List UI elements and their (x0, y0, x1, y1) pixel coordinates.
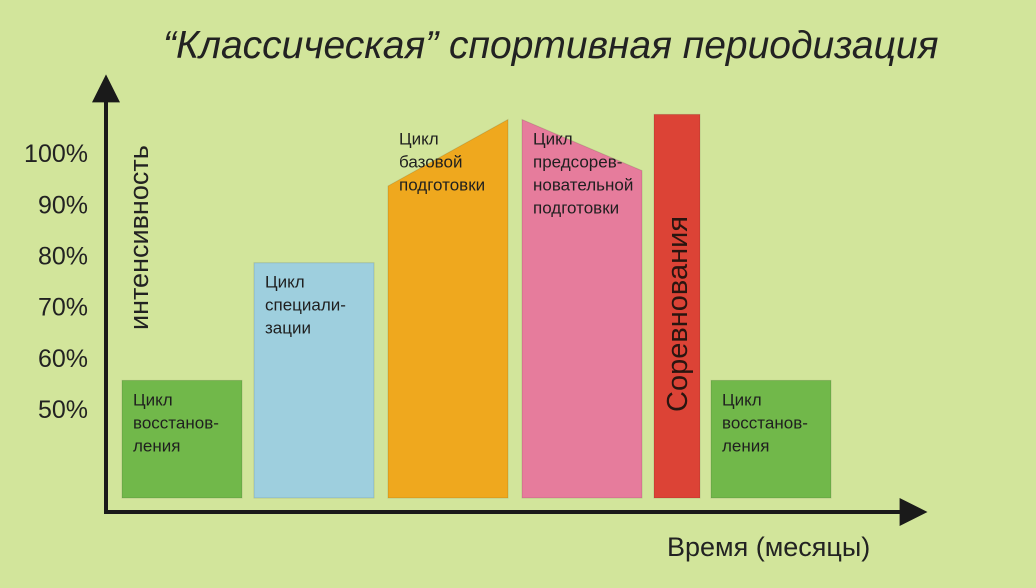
cycle-label-line: специали- (265, 296, 346, 315)
y-tick-label: 70% (38, 294, 88, 322)
cycle-label-line: подготовки (399, 175, 485, 194)
cycle-label: Соревнования (662, 216, 694, 412)
cycle-label-line: восстанов- (722, 413, 808, 432)
cycle-bar (253, 262, 375, 499)
cycle-label-line: Цикл (133, 390, 173, 409)
axes-layer (92, 74, 928, 526)
y-ticks: 100% 90% 80% 70% 60% 50% (24, 140, 88, 424)
cycle-block: Цикл базовой подготовки (387, 118, 509, 499)
y-tick-label: 80% (38, 242, 88, 270)
y-tick-label: 90% (38, 191, 88, 219)
cycle-block: Цикл специали-зации (253, 262, 375, 499)
blocks-layer: Циклвосстанов-ленияЦиклспециали-зацииЦик… (121, 113, 832, 499)
cycle-label-line: Цикл (399, 129, 439, 148)
cycle-label-line: зации (265, 319, 311, 338)
cycle-block: Цикл восстанов-ления (710, 379, 832, 499)
chart-title: “Классическая” спортивная периодизация (163, 24, 939, 67)
y-tick-label: 60% (38, 345, 88, 373)
cycle-block: Цикл предсорев-новательной подготовки (521, 118, 643, 499)
x-axis-label: Время (месяцы) (667, 532, 870, 562)
cycle-label-line: подготовки (533, 198, 619, 217)
cycle-label-line: ления (722, 436, 769, 455)
y-tick-label: 50% (38, 396, 88, 424)
cycle-block: Соревнования (653, 113, 701, 499)
cycle-label-line: базовой (399, 152, 462, 171)
cycle-bar (387, 118, 509, 499)
cycle-label-line: предсорев- (533, 152, 622, 171)
cycle-label-line: восстанов- (133, 413, 219, 432)
y-axis-label: интенсивность (124, 145, 154, 330)
cycle-bar (710, 379, 832, 499)
cycle-block: Цикл восстанов-ления (121, 379, 243, 499)
cycle-bar (121, 379, 243, 499)
cycle-label-line: Цикл (265, 273, 305, 292)
cycle-label-line: новательной (533, 175, 633, 194)
cycle-bar (521, 118, 643, 499)
y-tick-label: 100% (24, 140, 88, 168)
cycle-label-line: Цикл (722, 390, 762, 409)
cycle-label-line: Цикл (533, 129, 573, 148)
cycle-label-line: ления (133, 436, 180, 455)
cycle-bar (653, 113, 701, 499)
